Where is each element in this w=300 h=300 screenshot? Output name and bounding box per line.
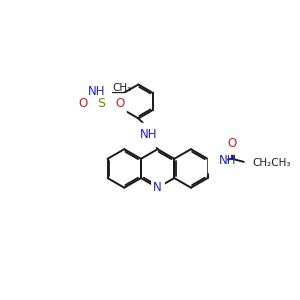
Text: N: N xyxy=(153,181,162,194)
Text: S: S xyxy=(98,97,105,110)
Text: O: O xyxy=(115,97,124,110)
Text: O: O xyxy=(228,137,237,150)
Text: CH₃: CH₃ xyxy=(112,82,131,93)
Text: NH: NH xyxy=(218,154,236,167)
Text: O: O xyxy=(78,97,88,110)
Text: NH: NH xyxy=(88,85,106,98)
Text: NH: NH xyxy=(140,128,157,141)
Text: CH₂CH₃: CH₂CH₃ xyxy=(252,158,291,168)
